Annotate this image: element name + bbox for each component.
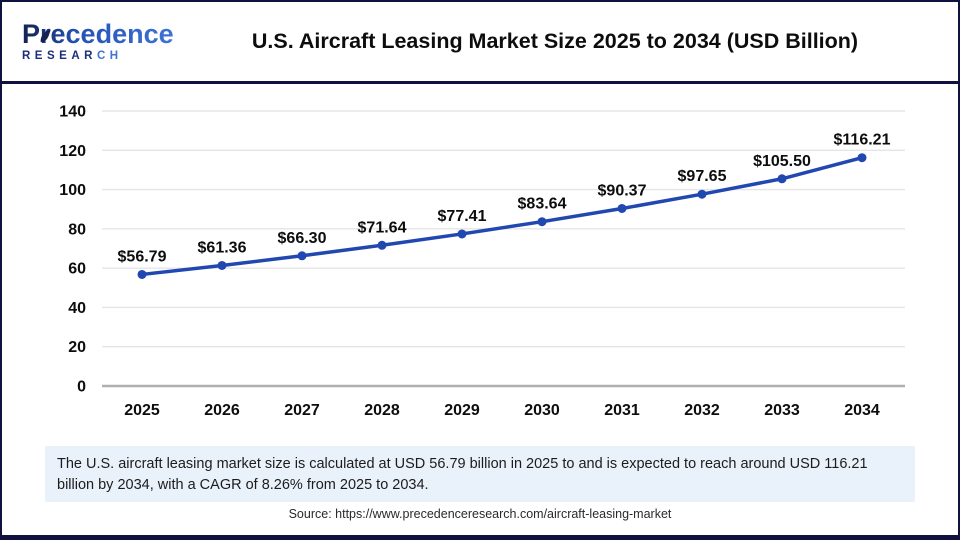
summary-text: The U.S. aircraft leasing market size is…	[57, 456, 868, 493]
logo-p: P	[22, 18, 41, 49]
x-tick-label: 2034	[844, 402, 880, 419]
summary-box: The U.S. aircraft leasing market size is…	[45, 446, 915, 502]
data-label: $77.41	[438, 208, 487, 225]
data-label: $61.36	[198, 239, 247, 256]
chart-area: 0 20 40 60 80 100 120 140 2025 2026 2027 2028 2029 20…	[2, 84, 958, 442]
logo-research-accent: CH	[96, 49, 123, 62]
y-tick-label: 100	[59, 182, 86, 199]
title-wrap: U.S. Aircraft Leasing Market Size 2025 t…	[192, 29, 918, 54]
x-tick-label: 2032	[684, 402, 720, 419]
logo-wordmark: Precedence	[22, 21, 174, 48]
data-label: $97.65	[678, 168, 727, 185]
y-tick-label: 140	[59, 104, 86, 121]
logo-research-main: RESEAR	[22, 49, 97, 62]
line-chart: 0 20 40 60 80 100 120 140 2025 2026 2027 2028 2029 20…	[59, 104, 905, 419]
data-point	[697, 189, 707, 199]
data-point	[217, 260, 227, 270]
x-tick-label: 2031	[604, 402, 640, 419]
x-tick-label: 2028	[364, 402, 400, 419]
y-tick-label: 120	[59, 143, 86, 160]
data-label: $83.64	[518, 196, 567, 213]
data-point	[297, 251, 307, 261]
data-point	[457, 229, 467, 239]
source-line: Source: https://www.precedenceresearch.c…	[288, 507, 672, 521]
page-title: U.S. Aircraft Leasing Market Size 2025 t…	[251, 29, 859, 53]
y-tick-label: 80	[68, 221, 86, 238]
data-point	[377, 240, 387, 250]
precedence-research-logo: Precedence RESEARCH	[2, 21, 192, 63]
data-label: $56.79	[118, 248, 167, 265]
data-label: $116.21	[834, 132, 891, 149]
data-label: $71.64	[358, 219, 407, 236]
data-label: $105.50	[753, 153, 811, 170]
y-tick-label: 0	[77, 379, 86, 396]
data-point	[137, 269, 147, 279]
data-label: $66.30	[278, 230, 327, 247]
y-tick-label: 40	[68, 300, 86, 317]
data-point	[777, 174, 787, 184]
x-tick-label: 2033	[764, 402, 800, 419]
logo-research-text: RESEARCH	[22, 49, 192, 63]
data-label: $90.37	[598, 182, 647, 199]
x-tick-label: 2026	[204, 402, 240, 419]
y-tick-label: 60	[68, 261, 86, 278]
y-tick-label: 20	[68, 339, 86, 356]
logo-rest: recedence	[40, 18, 174, 49]
x-tick-label: 2029	[444, 402, 480, 419]
data-point	[617, 203, 627, 213]
leaf-icon	[40, 29, 51, 42]
x-tick-label: 2025	[124, 402, 160, 419]
data-point	[857, 153, 867, 163]
x-tick-label: 2030	[524, 402, 560, 419]
series-line	[140, 155, 864, 277]
x-tick-label: 2027	[284, 402, 320, 419]
header: Precedence RESEARCH U.S. Aircraft Leasin…	[2, 2, 958, 84]
data-point	[537, 217, 547, 227]
